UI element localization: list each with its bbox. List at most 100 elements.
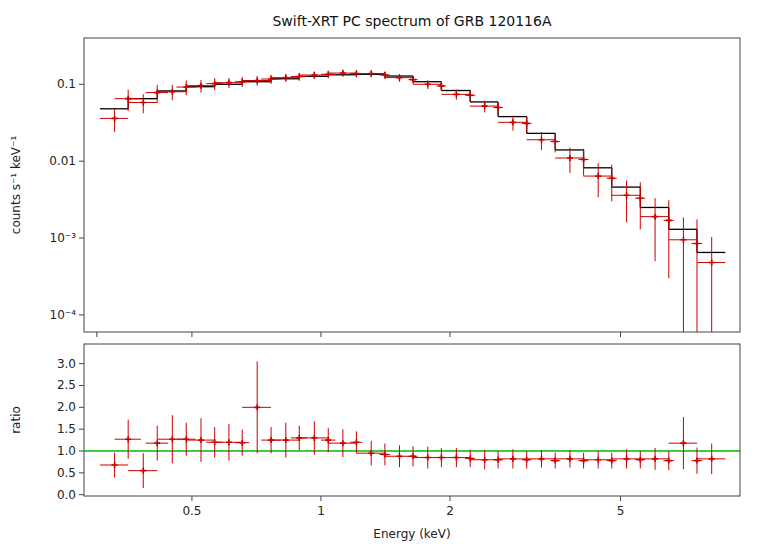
- point-marker: [595, 173, 601, 179]
- y-tick: [79, 429, 84, 430]
- point-marker: [239, 440, 245, 446]
- step-segment: [555, 149, 583, 150]
- y-tick: [79, 385, 84, 386]
- y-tick-label: 0.1: [57, 77, 76, 91]
- x-tick: [320, 332, 321, 337]
- point-marker: [510, 456, 516, 462]
- point-marker: [694, 240, 700, 246]
- plot-data: [100, 70, 725, 332]
- y-tick-label: 1.5: [57, 422, 76, 436]
- y-tick-label: 3.0: [57, 357, 76, 371]
- point-marker: [495, 457, 501, 463]
- panel: 10⁻⁴ 10⁻³ 0.01 0.1 Swift-XRT PC spectrum of …: [9, 13, 740, 352]
- point-marker: [652, 456, 658, 462]
- y-tick-label: 10⁻³: [50, 231, 77, 245]
- point-marker: [396, 453, 402, 459]
- title: Swift-XRT PC spectrum of GRB 120116A: [272, 13, 551, 29]
- point-marker: [538, 137, 544, 143]
- point-marker: [382, 72, 388, 78]
- reference-line: [84, 450, 740, 452]
- x-tick: [449, 332, 450, 337]
- y-tick-label: 0.0: [57, 488, 76, 502]
- plot-data: [84, 361, 740, 488]
- y-axis-label: counts s⁻¹ keV⁻¹: [9, 136, 23, 235]
- point-marker: [340, 70, 346, 76]
- point-marker: [296, 435, 302, 441]
- step-segment: [100, 108, 128, 109]
- point-marker: [396, 75, 402, 81]
- y-error-bar: [668, 200, 669, 278]
- point-marker: [226, 439, 232, 445]
- point-marker: [169, 436, 175, 442]
- y-tick: [79, 472, 84, 473]
- point-marker: [581, 458, 587, 464]
- point-marker: [567, 456, 573, 462]
- step-segment: [612, 186, 641, 187]
- point-marker: [125, 436, 131, 442]
- panel: 0.51250.00.51.01.52.02.53.0ratioEnergy (…: [9, 344, 740, 541]
- point-marker: [581, 157, 587, 163]
- chart-root: 10⁻⁴ 10⁻³ 0.01 0.1 Swift-XRT PC spectrum of …: [0, 0, 758, 556]
- point-marker: [325, 71, 331, 77]
- point-marker: [125, 96, 131, 102]
- x-tick: [620, 496, 621, 501]
- point-marker: [140, 468, 146, 474]
- step-segment: [498, 116, 527, 117]
- point-marker: [482, 457, 488, 463]
- point-marker: [552, 139, 558, 145]
- point-marker: [595, 457, 601, 463]
- y-tick: [79, 363, 84, 364]
- step-segment: [441, 90, 470, 91]
- point-marker: [311, 435, 317, 441]
- point-marker: [140, 99, 146, 105]
- point-marker: [425, 455, 431, 461]
- point-marker: [112, 462, 118, 468]
- point-marker: [624, 456, 630, 462]
- plot-frame: [84, 38, 740, 332]
- point-marker: [198, 437, 204, 443]
- point-marker: [438, 83, 444, 89]
- point-marker: [212, 81, 218, 87]
- point-marker: [183, 84, 189, 90]
- point-marker: [183, 436, 189, 442]
- point-marker: [609, 175, 615, 181]
- y-tick-label: 0.5: [57, 466, 76, 480]
- y-tick: [79, 84, 84, 85]
- point-marker: [226, 80, 232, 86]
- step-segment: [584, 167, 612, 168]
- y-tick-label: 1.0: [57, 444, 76, 458]
- y-tick-label: 0.01: [49, 154, 76, 168]
- y-error-bar: [598, 163, 599, 197]
- y-error-bar: [655, 198, 656, 261]
- y-tick-label: 2.0: [57, 400, 76, 414]
- point-marker: [368, 450, 374, 456]
- point-marker: [198, 83, 204, 89]
- point-marker: [382, 452, 388, 458]
- plot-frame: [84, 344, 740, 496]
- point-marker: [410, 453, 416, 459]
- x-tick: [191, 332, 192, 337]
- point-marker: [609, 458, 615, 464]
- y-tick-label: 10⁻⁴: [50, 308, 77, 322]
- point-marker: [624, 192, 630, 198]
- x-tick: [96, 332, 97, 337]
- point-marker: [353, 71, 359, 77]
- point-marker: [296, 74, 302, 80]
- y-tick: [79, 407, 84, 408]
- point-marker: [637, 457, 643, 463]
- point-marker: [637, 195, 643, 201]
- step-segment: [640, 207, 669, 208]
- point-marker: [212, 439, 218, 445]
- point-marker: [368, 71, 374, 77]
- x-tick-label: 5: [617, 504, 625, 518]
- step-segment: [527, 133, 556, 134]
- point-marker: [453, 455, 459, 461]
- point-marker: [353, 439, 359, 445]
- point-marker: [709, 456, 715, 462]
- y-tick: [79, 161, 84, 162]
- point-marker: [666, 458, 672, 464]
- point-marker: [680, 440, 686, 446]
- x-tick-label: 2: [446, 504, 454, 518]
- point-marker: [438, 455, 444, 461]
- point-marker: [283, 437, 289, 443]
